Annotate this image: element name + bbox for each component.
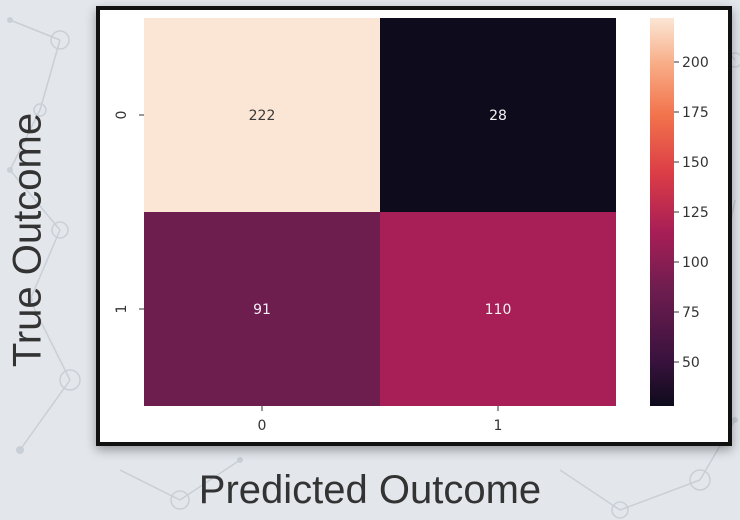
colorbar-tick-label: 125	[682, 205, 709, 221]
x-axis-label: Predicted Outcome	[198, 468, 542, 512]
colorbar-tick-label: 175	[682, 105, 709, 121]
cell-value-label: 110	[485, 302, 512, 318]
colorbar-tick-label: 50	[682, 355, 700, 371]
heatmap-cell-0-0	[144, 18, 380, 212]
y-axis-label: True Outcome	[5, 112, 50, 368]
x-tick-label: 1	[494, 418, 503, 434]
cell-value-label: 28	[489, 108, 507, 124]
colorbar-tick-label: 75	[682, 305, 700, 321]
colorbar	[650, 18, 674, 406]
heatmap-cell-0-1	[380, 18, 616, 212]
colorbar-tick-label: 200	[682, 55, 709, 71]
cell-value-label: 222	[249, 108, 276, 124]
colorbar-tick-label: 150	[682, 155, 709, 171]
heatmap-cell-1-0	[144, 212, 380, 406]
cell-value-label: 91	[253, 302, 271, 318]
x-tick-label: 0	[258, 418, 267, 434]
confusion-matrix-heatmap: 222 28 91 110 0 1 0 1 200 175 150 125 100 75 50	[114, 18, 709, 434]
y-tick-label: 0	[114, 111, 130, 120]
heatmap-cell-1-1	[380, 212, 616, 406]
y-tick-label: 1	[114, 305, 130, 314]
colorbar-tick-label: 100	[682, 255, 709, 271]
chart-frame: 222 28 91 110 0 1 0 1 200 175 150 125 100 75 50	[96, 6, 732, 446]
